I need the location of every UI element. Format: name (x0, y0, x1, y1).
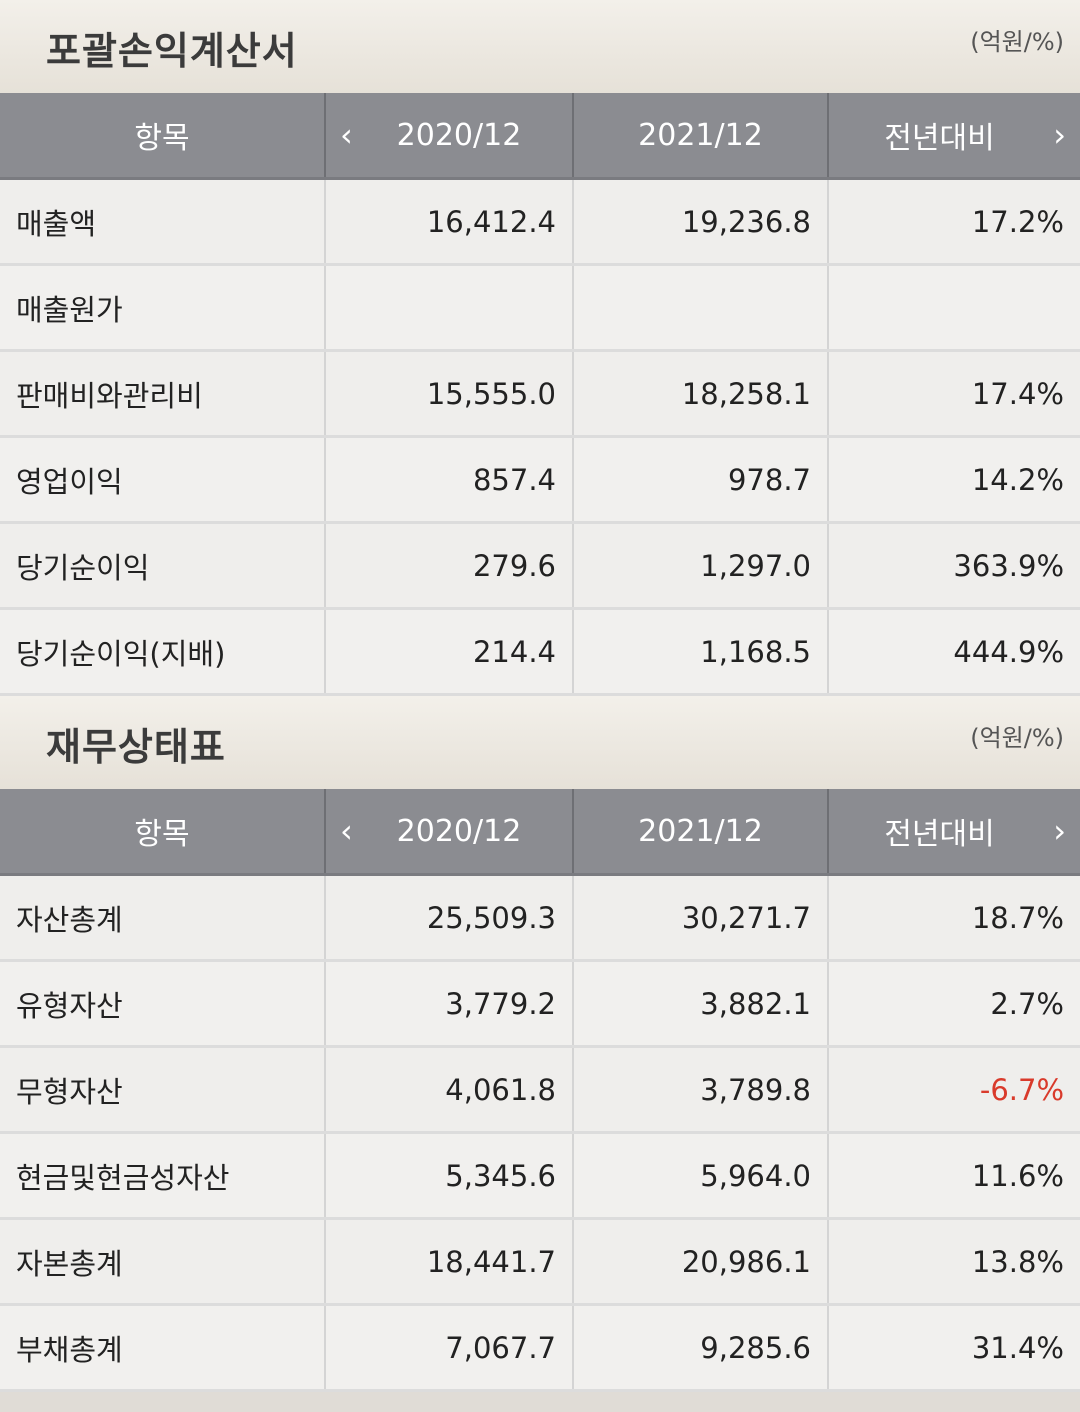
row-label: 자본총계 (0, 1218, 325, 1306)
header-year-2: 2021/12 (572, 93, 828, 180)
value-2020: 5,345.6 (324, 1132, 573, 1220)
value-yoy: 18.7% (827, 874, 1080, 962)
value-yoy: 13.8% (827, 1218, 1080, 1306)
table-row: 당기순이익 279.6 1,297.0 363.9% (0, 522, 1080, 610)
table-row: 판매비와관리비 15,555.0 18,258.1 17.4% (0, 350, 1080, 438)
balance-section-header: 재무상태표 (억원/%) (0, 696, 1080, 789)
value-yoy: -6.7% (827, 1046, 1080, 1134)
income-section-header: 포괄손익계산서 (억원/%) (0, 0, 1080, 93)
table-row: 현금및현금성자산 5,345.6 5,964.0 11.6% (0, 1132, 1080, 1220)
bottom-divider (0, 1392, 1080, 1412)
value-yoy: 17.4% (827, 350, 1080, 438)
header-yoy: 전년대비 › (827, 93, 1080, 180)
header-yoy: 전년대비 › (827, 789, 1080, 876)
table-row: 유형자산 3,779.2 3,882.1 2.7% (0, 960, 1080, 1048)
header-year-1: ‹ 2020/12 (324, 789, 573, 876)
table-row: 무형자산 4,061.8 3,789.8 -6.7% (0, 1046, 1080, 1134)
value-yoy (827, 264, 1080, 352)
value-2021: 9,285.6 (572, 1304, 828, 1392)
value-2020: 279.6 (324, 522, 573, 610)
value-yoy: 14.2% (827, 436, 1080, 524)
header-item: 항목 (0, 789, 325, 876)
row-label: 유형자산 (0, 960, 325, 1048)
balance-table: 항목 ‹ 2020/12 2021/12 전년대비 › 자산총계 25,509.3… (0, 789, 1080, 1392)
value-2021 (572, 264, 828, 352)
unit-label: (억원/%) (970, 724, 1064, 752)
row-label: 부채총계 (0, 1304, 325, 1392)
table-row: 매출액 16,412.4 19,236.8 17.2% (0, 178, 1080, 266)
section-title: 포괄손익계산서 (46, 29, 298, 73)
value-2020: 214.4 (324, 608, 573, 696)
row-label: 무형자산 (0, 1046, 325, 1134)
value-2020 (324, 264, 573, 352)
table-row: 당기순이익(지배) 214.4 1,168.5 444.9% (0, 608, 1080, 696)
table-row: 매출원가 (0, 264, 1080, 352)
income-table: 항목 ‹ 2020/12 2021/12 전년대비 › 매출액 16,412.4 1… (0, 93, 1080, 696)
value-2020: 15,555.0 (324, 350, 573, 438)
table-row: 부채총계 7,067.7 9,285.6 31.4% (0, 1304, 1080, 1392)
value-2021: 1,297.0 (572, 522, 828, 610)
table-row: 영업이익 857.4 978.7 14.2% (0, 436, 1080, 524)
value-2021: 978.7 (572, 436, 828, 524)
table-row: 자본총계 18,441.7 20,986.1 13.8% (0, 1218, 1080, 1306)
row-label: 현금및현금성자산 (0, 1132, 325, 1220)
row-label: 당기순이익(지배) (0, 608, 325, 696)
value-2021: 18,258.1 (572, 350, 828, 438)
header-year-1: ‹ 2020/12 (324, 93, 573, 180)
row-label: 매출원가 (0, 264, 325, 352)
value-yoy: 363.9% (827, 522, 1080, 610)
value-2020: 7,067.7 (324, 1304, 573, 1392)
chevron-left-icon[interactable]: ‹ (340, 116, 353, 154)
value-yoy: 444.9% (827, 608, 1080, 696)
value-2021: 1,168.5 (572, 608, 828, 696)
unit-label: (억원/%) (970, 28, 1064, 56)
value-yoy: 31.4% (827, 1304, 1080, 1392)
header-item: 항목 (0, 93, 325, 180)
header-year-2: 2021/12 (572, 789, 828, 876)
value-2020: 4,061.8 (324, 1046, 573, 1134)
value-2021: 20,986.1 (572, 1218, 828, 1306)
table-header-row: 항목 ‹ 2020/12 2021/12 전년대비 › (0, 93, 1080, 180)
value-2020: 857.4 (324, 436, 573, 524)
value-yoy: 2.7% (827, 960, 1080, 1048)
chevron-right-icon[interactable]: › (1053, 812, 1066, 850)
chevron-left-icon[interactable]: ‹ (340, 812, 353, 850)
row-label: 당기순이익 (0, 522, 325, 610)
value-yoy: 11.6% (827, 1132, 1080, 1220)
value-2021: 5,964.0 (572, 1132, 828, 1220)
row-label: 매출액 (0, 178, 325, 266)
value-2020: 18,441.7 (324, 1218, 573, 1306)
table-row: 자산총계 25,509.3 30,271.7 18.7% (0, 874, 1080, 962)
row-label: 영업이익 (0, 436, 325, 524)
value-2020: 16,412.4 (324, 178, 573, 266)
section-title: 재무상태표 (46, 725, 226, 769)
row-label: 자산총계 (0, 874, 325, 962)
chevron-right-icon[interactable]: › (1053, 116, 1066, 154)
row-label: 판매비와관리비 (0, 350, 325, 438)
value-2021: 19,236.8 (572, 178, 828, 266)
value-2021: 3,882.1 (572, 960, 828, 1048)
value-2021: 30,271.7 (572, 874, 828, 962)
value-2020: 3,779.2 (324, 960, 573, 1048)
table-header-row: 항목 ‹ 2020/12 2021/12 전년대비 › (0, 789, 1080, 876)
value-2021: 3,789.8 (572, 1046, 828, 1134)
value-yoy: 17.2% (827, 178, 1080, 266)
value-2020: 25,509.3 (324, 874, 573, 962)
